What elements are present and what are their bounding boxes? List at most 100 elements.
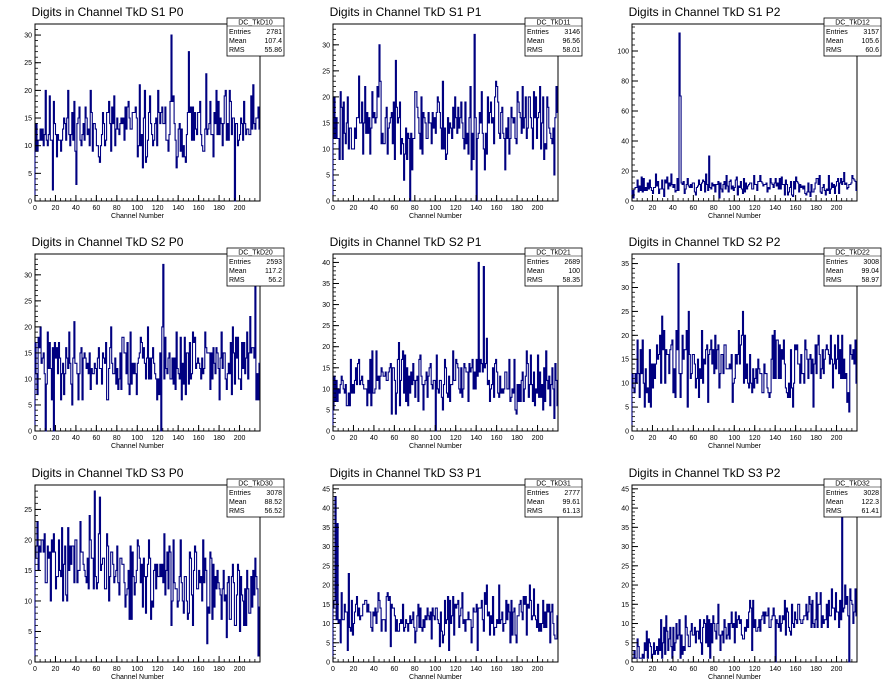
x-tick-label: 40	[669, 205, 677, 212]
y-tick-label: 30	[322, 544, 330, 551]
histogram-panel: Digits in Channel TkD S2 P0 0 5 10 15 20 25 30 0…	[24, 235, 285, 450]
histogram-series	[332, 261, 558, 432]
stats-value: 2781	[266, 29, 282, 36]
y-tick-label: 10	[322, 386, 330, 393]
y-tick-label: 10	[24, 598, 32, 605]
stats-key: Mean	[229, 268, 247, 275]
x-tick-label: 140	[470, 666, 482, 673]
stats-key: Mean	[527, 38, 545, 45]
x-tick-label: 60	[689, 435, 697, 442]
x-tick-label: 120	[152, 666, 164, 673]
x-axis-label: Channel Number	[111, 674, 165, 681]
chart-title: Digits in Channel TkD S3 P0	[32, 466, 184, 480]
x-tick-label: 100	[131, 666, 143, 673]
chart-title: Digits in Channel TkD S3 P1	[330, 466, 482, 480]
x-tick-label: 20	[350, 205, 358, 212]
x-tick-label: 160	[193, 435, 205, 442]
y-tick-label: 20	[621, 583, 629, 590]
stats-name: DC_TkD10	[238, 20, 273, 27]
y-tick-label: 10	[322, 146, 330, 153]
x-tick-label: 120	[450, 205, 462, 212]
stats-key: RMS	[826, 47, 842, 54]
stats-key: Entries	[527, 259, 549, 266]
x-tick-label: 120	[450, 666, 462, 673]
x-tick-label: 80	[710, 666, 718, 673]
x-tick-label: 0	[33, 205, 37, 212]
stats-name: DC_TkD30	[238, 481, 273, 488]
x-tick-label: 20	[52, 435, 60, 442]
y-tick-label: 20	[322, 344, 330, 351]
histogram-series	[34, 34, 260, 202]
x-tick-label: 180	[810, 205, 822, 212]
stats-box	[226, 247, 285, 287]
x-tick-label: 20	[649, 435, 657, 442]
x-tick-label: 80	[411, 666, 419, 673]
x-tick-label: 80	[710, 205, 718, 212]
stats-box	[524, 17, 583, 57]
x-tick-label: 100	[429, 205, 441, 212]
x-tick-label: 120	[749, 666, 761, 673]
y-tick-label: 15	[24, 116, 32, 123]
x-axis-label: Channel Number	[409, 674, 463, 681]
x-tick-label: 160	[193, 666, 205, 673]
plot-frame	[332, 484, 559, 663]
stats-key: Mean	[826, 268, 844, 275]
histogram-series	[34, 263, 260, 432]
x-tick-label: 40	[72, 435, 80, 442]
chart-title: Digits in Channel TkD S3 P2	[629, 466, 781, 480]
y-tick-label: 0	[28, 199, 32, 206]
x-tick-label: 200	[234, 205, 246, 212]
y-tick-label: 40	[322, 506, 330, 513]
stats-value: 107.4	[264, 38, 282, 45]
y-tick-label: 35	[621, 525, 629, 532]
x-tick-label: 140	[769, 435, 781, 442]
x-tick-label: 20	[649, 666, 657, 673]
x-tick-label: 20	[52, 666, 60, 673]
y-tick-label: 30	[322, 302, 330, 309]
histogram-series	[631, 263, 857, 431]
stats-key: RMS	[229, 277, 245, 284]
x-tick-label: 120	[152, 435, 164, 442]
y-tick-label: 30	[621, 285, 629, 292]
x-tick-label: 40	[669, 435, 677, 442]
stats-value: 58.97	[861, 277, 879, 284]
histogram-series	[34, 490, 260, 662]
stats-box	[823, 247, 882, 287]
x-tick-label: 140	[172, 666, 184, 673]
stats-value: 99.04	[861, 268, 879, 275]
x-tick-label: 200	[234, 435, 246, 442]
stats-key: Entries	[527, 29, 549, 36]
x-tick-label: 60	[92, 205, 100, 212]
y-tick-label: 25	[24, 298, 32, 305]
y-tick-label: 0	[326, 429, 330, 436]
y-tick-label: 15	[24, 568, 32, 575]
stats-key: Mean	[229, 38, 247, 45]
x-tick-label: 160	[790, 435, 802, 442]
x-tick-label: 200	[234, 666, 246, 673]
x-tick-label: 200	[532, 666, 544, 673]
x-tick-label: 80	[411, 205, 419, 212]
stats-key: RMS	[527, 47, 543, 54]
x-tick-label: 200	[831, 666, 843, 673]
x-tick-label: 100	[728, 435, 740, 442]
histogram-panel: Digits in Channel TkD S2 P1 0 5 10 15 20 25 30 3…	[322, 235, 583, 450]
stats-box	[823, 478, 882, 518]
x-tick-label: 180	[810, 435, 822, 442]
stats-key: Entries	[229, 259, 251, 266]
x-tick-label: 180	[511, 205, 523, 212]
stats-box	[524, 478, 583, 518]
stats-key: RMS	[229, 508, 245, 515]
y-tick-label: 5	[625, 405, 629, 412]
x-tick-label: 140	[470, 435, 482, 442]
histogram-panel: Digits in Channel TkD S1 P0 0 5 10 15 20 25 30 0…	[24, 5, 285, 220]
y-tick-label: 35	[322, 281, 330, 288]
histogram-panel: Digits in Channel TkD S1 P2 0 20 40 60 80 100 0…	[617, 5, 882, 220]
y-tick-label: 10	[24, 376, 32, 383]
y-tick-label: 15	[322, 602, 330, 609]
x-tick-label: 0	[33, 666, 37, 673]
stats-key: Mean	[826, 499, 844, 506]
y-tick-label: 20	[621, 169, 629, 176]
y-tick-label: 5	[28, 402, 32, 409]
y-tick-label: 20	[322, 583, 330, 590]
